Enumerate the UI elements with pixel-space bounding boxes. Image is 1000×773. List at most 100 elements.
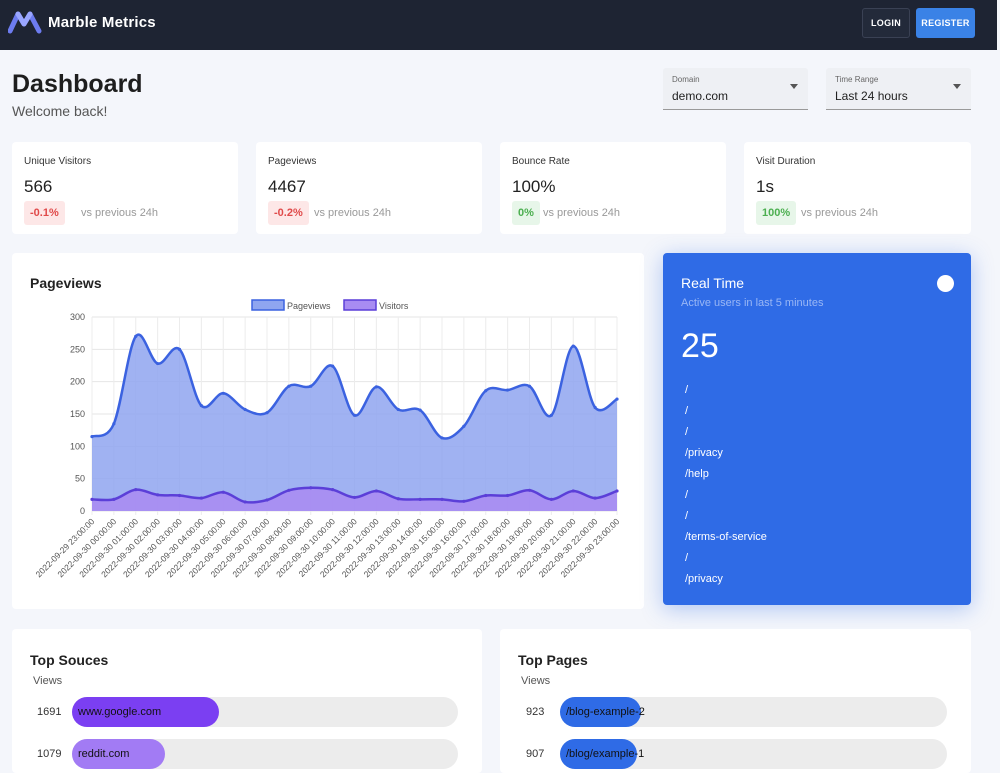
data-point: [90, 497, 94, 501]
stat-label: Pageviews: [268, 156, 317, 167]
domain-select-value: demo.com: [672, 89, 729, 103]
login-button[interactable]: LOGIN: [862, 8, 910, 38]
data-point: [243, 407, 247, 412]
series-area-pageviews: [92, 334, 617, 511]
top-sources-title: Top Souces: [30, 652, 109, 668]
top-pages-card: Top Pages Views 923 /blog-example-2 907 …: [500, 629, 971, 773]
data-point: [374, 385, 378, 389]
data-point: [549, 497, 553, 501]
stat-card-pageviews: Pageviews 4467 -0.2% vs previous 24h: [256, 142, 482, 234]
data-point: [156, 361, 160, 366]
data-point: [199, 496, 203, 500]
data-point: [571, 344, 575, 348]
data-point: [396, 497, 400, 501]
data-point: [352, 495, 357, 500]
y-tick-label: 50: [75, 474, 85, 484]
stat-value: 100%: [512, 177, 556, 196]
bar-fill: [72, 697, 219, 727]
bar-fill: [72, 739, 165, 769]
domain-select[interactable]: Domain demo.com: [663, 68, 808, 110]
page-label: /blog/example-1: [566, 748, 645, 760]
live-indicator-icon: [937, 275, 954, 292]
data-point: [331, 488, 335, 492]
marble-metrics-logo-icon[interactable]: [8, 10, 42, 34]
realtime-count: 25: [681, 327, 719, 365]
data-point: [593, 496, 597, 500]
stat-compare-text: vs previous 24h: [543, 207, 621, 219]
page-count: 907: [526, 748, 545, 760]
data-point: [571, 489, 575, 493]
data-point: [309, 486, 313, 490]
y-tick-label: 150: [70, 409, 85, 419]
data-point: [309, 384, 313, 388]
data-point: [615, 397, 619, 401]
page-row[interactable]: 907 /blog/example-1: [500, 739, 971, 769]
realtime-path: /: [685, 552, 689, 564]
page-row[interactable]: 923 /blog-example-2: [500, 697, 971, 727]
app-name[interactable]: Marble Metrics: [48, 14, 156, 31]
page-title: Dashboard: [12, 70, 143, 98]
y-tick-label: 250: [70, 344, 85, 354]
views-column-label: Views: [33, 675, 63, 687]
data-point: [506, 493, 510, 498]
realtime-path: /privacy: [685, 447, 723, 459]
data-point: [484, 389, 488, 393]
data-point: [527, 488, 532, 492]
data-point: [440, 436, 444, 440]
realtime-path: /: [685, 489, 689, 501]
data-point: [462, 499, 466, 503]
stat-compare-text: vs previous 24h: [801, 207, 879, 219]
source-label: reddit.com: [78, 748, 130, 760]
data-point: [593, 405, 597, 410]
realtime-path: /privacy: [685, 573, 723, 585]
data-point: [418, 408, 422, 412]
realtime-path-list: / / / /privacy /help / / /terms-of-servi…: [685, 382, 767, 592]
stat-change-badge: -0.1%: [24, 201, 65, 225]
time-range-select-label: Time Range: [835, 75, 879, 84]
data-point: [177, 493, 182, 498]
source-count: 1691: [37, 706, 62, 718]
source-label: www.google.com: [78, 706, 162, 718]
data-point: [287, 488, 291, 492]
realtime-path: /: [685, 384, 689, 396]
data-point: [177, 347, 182, 351]
source-row[interactable]: 1079 reddit.com: [12, 739, 482, 769]
realtime-title: Real Time: [681, 275, 745, 291]
time-range-select[interactable]: Time Range Last 24 hours: [826, 68, 971, 110]
data-point: [243, 500, 247, 504]
data-point: [221, 391, 225, 395]
y-tick-label: 0: [80, 506, 85, 516]
data-point: [615, 489, 619, 493]
y-tick-label: 100: [70, 441, 85, 451]
legend-label: Pageviews: [287, 301, 331, 311]
page-subtitle: Welcome back!: [12, 103, 108, 119]
top-sources-card: Top Souces Views 1691 www.google.com 107…: [12, 629, 482, 773]
stat-compare-text: vs previous 24h: [314, 207, 392, 219]
stat-change-badge: 0%: [512, 201, 540, 225]
realtime-path: /: [685, 405, 689, 417]
stat-label: Visit Duration: [756, 156, 816, 167]
register-button[interactable]: REGISTER: [916, 8, 975, 38]
data-point: [265, 498, 269, 502]
y-tick-label: 300: [70, 312, 85, 322]
realtime-subtitle: Active users in last 5 minutes: [681, 297, 824, 309]
realtime-path: /: [685, 426, 689, 438]
data-point: [484, 493, 488, 498]
data-point: [374, 489, 378, 493]
stat-card-bounce-rate: Bounce Rate 100% 0% vs previous 24h: [500, 142, 726, 234]
data-point: [418, 497, 422, 501]
data-point: [265, 411, 269, 415]
stat-card-unique-visitors: Unique Visitors 566 -0.1% vs previous 24…: [12, 142, 238, 234]
caret-down-icon: [953, 84, 961, 89]
data-point: [112, 422, 116, 426]
top-pages-title: Top Pages: [518, 652, 588, 668]
data-point: [549, 413, 553, 417]
page-count: 923: [526, 706, 545, 718]
data-point: [90, 435, 94, 439]
legend-label: Visitors: [379, 301, 409, 311]
chart-card-title: Pageviews: [30, 275, 102, 291]
source-row[interactable]: 1691 www.google.com: [12, 697, 482, 727]
realtime-path: /: [685, 510, 689, 522]
stat-card-visit-duration: Visit Duration 1s 100% vs previous 24h: [744, 142, 971, 234]
